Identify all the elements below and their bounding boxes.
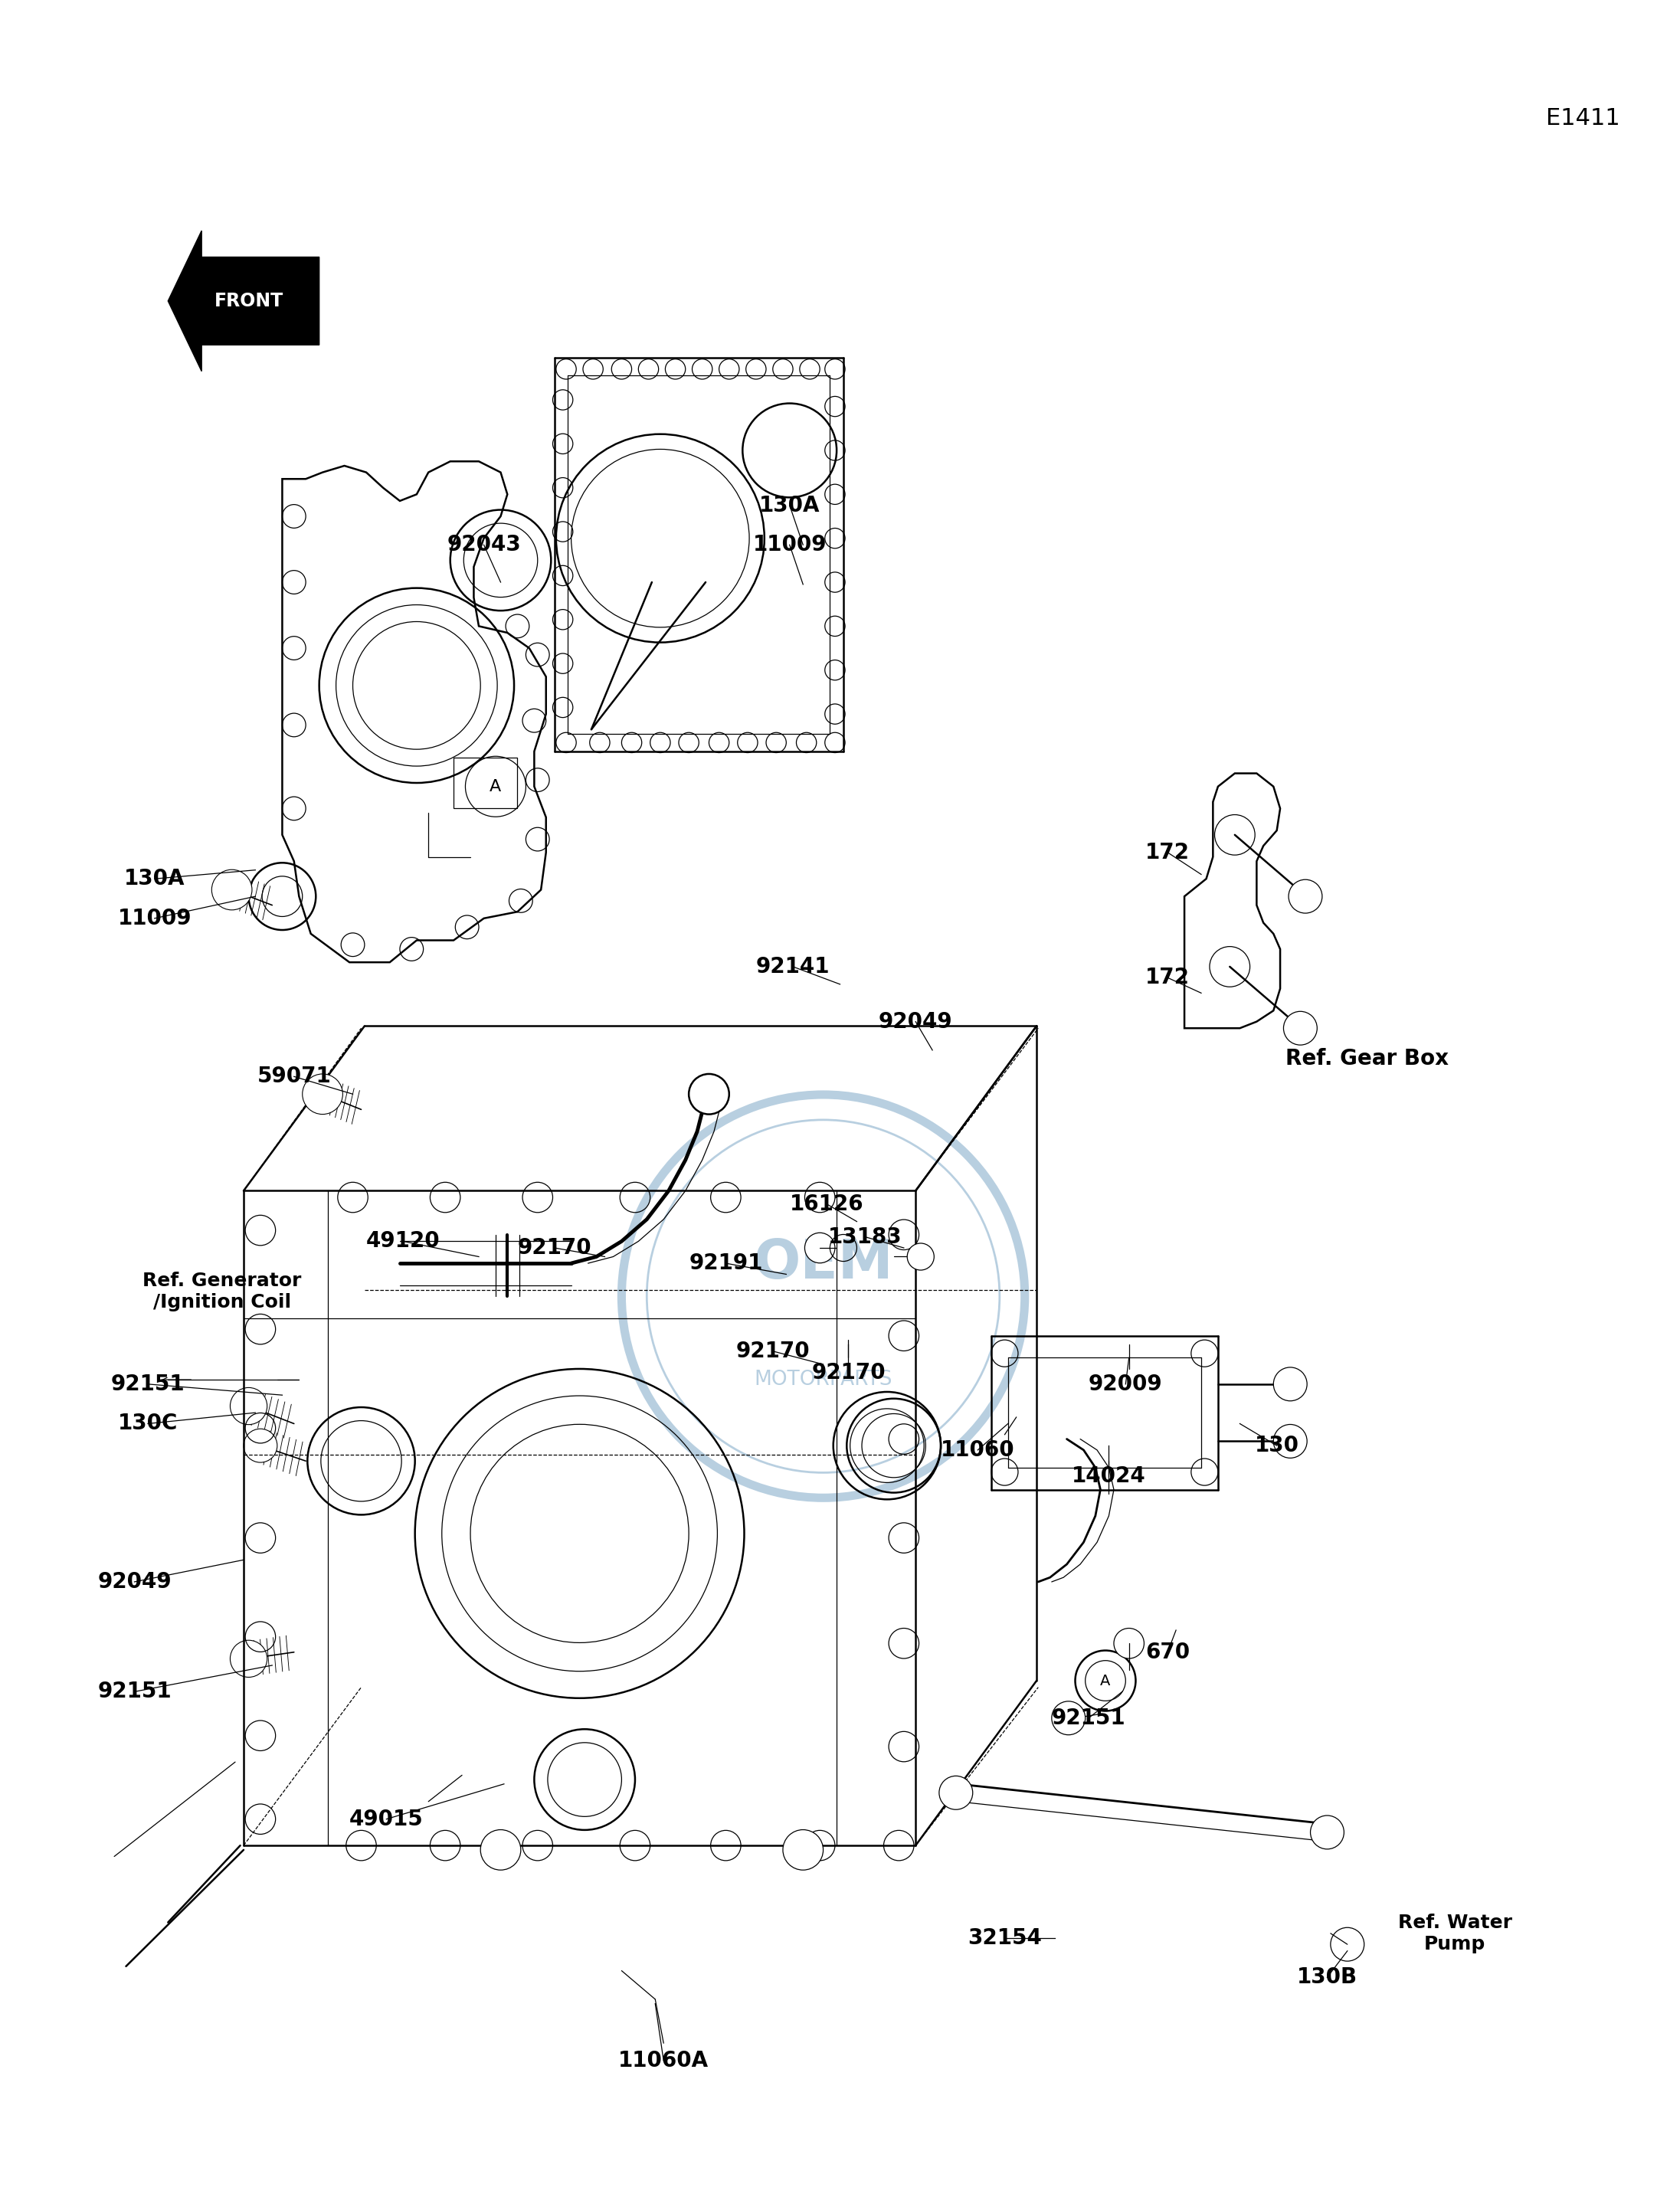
Text: 11060A: 11060A: [618, 2050, 709, 2072]
Circle shape: [480, 1830, 521, 1870]
Text: 92049: 92049: [97, 1571, 171, 1593]
Text: 130C: 130C: [118, 1413, 178, 1435]
Text: 14024: 14024: [1072, 1465, 1146, 1487]
Text: 92151: 92151: [111, 1373, 185, 1395]
Text: Ref. Generator
/Ignition Coil: Ref. Generator /Ignition Coil: [143, 1272, 302, 1312]
Text: 92191: 92191: [689, 1252, 763, 1274]
Text: 172: 172: [1146, 967, 1189, 989]
Text: 92170: 92170: [736, 1340, 810, 1362]
Text: 92049: 92049: [879, 1011, 953, 1033]
Text: 49015: 49015: [349, 1808, 423, 1830]
Circle shape: [805, 1233, 835, 1263]
Text: 32154: 32154: [968, 1927, 1042, 1949]
Text: 59071: 59071: [257, 1066, 331, 1088]
Circle shape: [939, 1775, 973, 1810]
Circle shape: [212, 870, 252, 910]
Circle shape: [302, 1074, 343, 1114]
Text: 92151: 92151: [97, 1681, 171, 1703]
Text: 92141: 92141: [756, 956, 830, 978]
Circle shape: [1052, 1700, 1085, 1736]
Text: FRONT: FRONT: [213, 292, 284, 310]
Text: 92043: 92043: [447, 534, 521, 556]
Text: 13183: 13183: [828, 1226, 902, 1248]
Circle shape: [230, 1389, 267, 1424]
Text: 130A: 130A: [759, 494, 820, 516]
Text: 49120: 49120: [366, 1230, 440, 1252]
Text: 92170: 92170: [517, 1237, 591, 1259]
Circle shape: [1273, 1367, 1307, 1402]
Polygon shape: [168, 231, 319, 371]
Text: 11060: 11060: [941, 1439, 1015, 1461]
Text: A: A: [491, 780, 501, 793]
Circle shape: [244, 1428, 277, 1463]
Text: 92151: 92151: [1052, 1707, 1126, 1729]
Circle shape: [1114, 1628, 1144, 1659]
Text: OEM: OEM: [753, 1237, 894, 1290]
Text: 172: 172: [1146, 841, 1189, 863]
Text: MOTORPARTS: MOTORPARTS: [754, 1369, 892, 1391]
Circle shape: [1310, 1815, 1344, 1850]
Text: 92009: 92009: [1089, 1373, 1163, 1395]
Text: Ref. Gear Box: Ref. Gear Box: [1285, 1048, 1448, 1070]
Circle shape: [783, 1830, 823, 1870]
Text: 92170: 92170: [811, 1362, 885, 1384]
Text: Ref. Water
Pump: Ref. Water Pump: [1398, 1914, 1512, 1953]
Text: A: A: [1100, 1674, 1110, 1687]
Text: 16126: 16126: [790, 1193, 864, 1215]
Text: 130B: 130B: [1297, 1966, 1357, 1988]
Text: 130A: 130A: [124, 868, 185, 890]
Text: 11009: 11009: [753, 534, 827, 556]
Text: 130: 130: [1255, 1435, 1299, 1457]
Circle shape: [1273, 1424, 1307, 1459]
Circle shape: [1331, 1927, 1364, 1962]
Circle shape: [230, 1641, 267, 1676]
Circle shape: [689, 1074, 729, 1114]
Text: 11009: 11009: [118, 907, 192, 929]
Circle shape: [1284, 1011, 1317, 1046]
Text: 670: 670: [1146, 1641, 1189, 1663]
Circle shape: [907, 1244, 934, 1270]
Text: E1411: E1411: [1546, 108, 1620, 130]
Circle shape: [1289, 879, 1322, 914]
